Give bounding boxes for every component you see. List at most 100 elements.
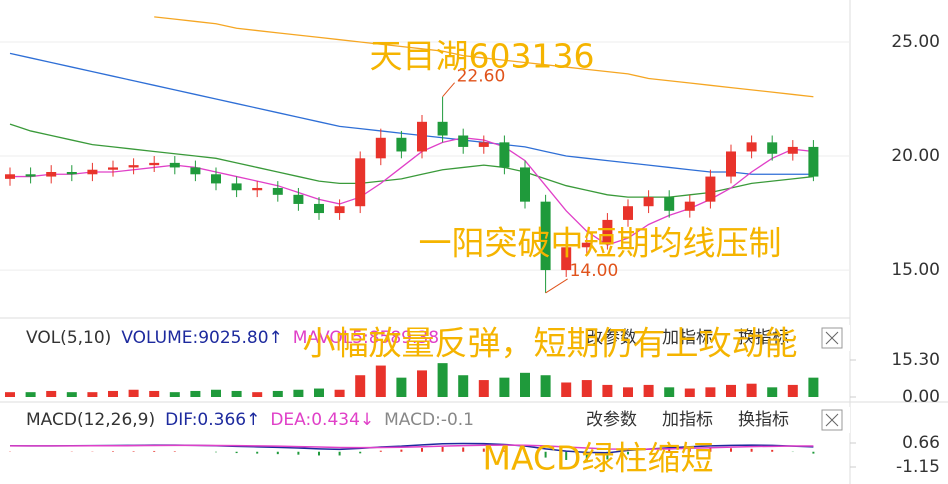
arrow xyxy=(545,278,568,294)
y-tick-label: -1.15 xyxy=(896,457,940,477)
volume-bar xyxy=(314,388,324,397)
volume-bar xyxy=(664,387,675,397)
candle-body xyxy=(767,142,778,154)
candle-body xyxy=(5,174,15,179)
volume-bar xyxy=(561,382,572,397)
volume-bar xyxy=(231,390,242,397)
candle-body xyxy=(293,194,304,204)
volume-bar xyxy=(602,384,613,397)
candle-body xyxy=(272,187,283,195)
y-tick-label: 25.00 xyxy=(891,32,940,52)
volume-bar xyxy=(499,377,510,397)
close-icon xyxy=(825,331,839,345)
overlay-note: MACD绿柱缩短 xyxy=(483,439,714,478)
overlay-title: 天目湖603136 xyxy=(370,37,595,76)
candle-body xyxy=(211,174,221,184)
candle-body xyxy=(375,137,386,159)
candle-body xyxy=(396,137,407,152)
y-tick-label: 0.00 xyxy=(902,387,940,407)
volume-bar xyxy=(581,380,592,397)
volume-bar xyxy=(293,389,304,397)
volume-bar xyxy=(540,375,551,397)
volume-bar xyxy=(46,390,57,397)
candle-body xyxy=(437,121,448,136)
volume-bar xyxy=(623,387,633,397)
indicator-label: MACD(12,26,9) xyxy=(26,410,155,430)
high-label: 22.60 xyxy=(457,67,506,87)
toolbar-button[interactable]: 换指标 xyxy=(738,410,789,430)
candle-body xyxy=(684,201,695,211)
volume-bar xyxy=(705,387,716,397)
overlay-note: 小幅放量反弹，短期仍有上攻动能 xyxy=(303,324,798,363)
ma-line xyxy=(154,16,814,98)
candle-body xyxy=(46,172,57,177)
volume-bar xyxy=(767,387,778,397)
candle-body xyxy=(314,203,324,214)
indicator-label: MAVOL5:8589.38 xyxy=(293,328,439,348)
candle-body xyxy=(231,183,242,191)
volume-bar xyxy=(375,365,386,397)
candle-body xyxy=(602,219,613,243)
candle-body xyxy=(664,197,675,211)
y-tick-label: 15.00 xyxy=(891,260,940,280)
header-bar xyxy=(0,407,850,433)
toolbar-button[interactable]: 改参数 xyxy=(586,410,637,430)
candle-body xyxy=(726,151,736,177)
y-tick-label: 15.30 xyxy=(891,350,940,370)
volume-bar xyxy=(334,389,345,397)
candle-body xyxy=(746,142,757,152)
toolbar-button[interactable]: 换指标 xyxy=(738,328,789,348)
volume-bar xyxy=(149,390,160,397)
volume-bar xyxy=(128,389,139,397)
close-icon xyxy=(825,413,839,427)
overlay-note: 一阳突破中短期均线压制 xyxy=(419,224,782,263)
candle-body xyxy=(355,158,366,207)
candle-body xyxy=(25,174,36,177)
candle-body xyxy=(499,142,510,168)
candle-body xyxy=(417,121,427,152)
volume-bar xyxy=(108,390,118,397)
indicator-label: VOL(5,10) xyxy=(26,328,111,348)
candle-body xyxy=(334,206,345,214)
volume-bar xyxy=(25,392,36,397)
low-label: 14.00 xyxy=(570,261,619,281)
candle-body xyxy=(581,242,592,248)
arrow xyxy=(442,82,455,98)
candle-body xyxy=(169,162,180,168)
candle-body xyxy=(128,165,139,168)
candle-body xyxy=(149,162,160,166)
candle-body xyxy=(540,201,551,271)
volume-bar xyxy=(211,389,221,397)
toolbar-button[interactable]: 加指标 xyxy=(662,328,713,348)
candle-body xyxy=(561,247,572,271)
candle-body xyxy=(643,197,654,207)
volume-bar xyxy=(396,377,407,397)
indicator-label: VOLUME:9025.80↑ xyxy=(121,328,282,348)
volume-bar xyxy=(684,388,695,397)
candle-body xyxy=(478,142,489,147)
volume-bar xyxy=(272,390,283,397)
header-bar xyxy=(0,325,850,351)
volume-bar xyxy=(808,377,819,397)
candle-body xyxy=(87,169,98,175)
volume-bar xyxy=(66,392,77,397)
candle-body xyxy=(190,167,201,175)
volume-bar xyxy=(417,370,427,397)
volume-bar xyxy=(169,392,180,397)
volume-bar xyxy=(190,390,201,397)
ma-line xyxy=(10,137,814,246)
candle-body xyxy=(66,172,77,175)
candle-body xyxy=(787,146,798,154)
volume-bar xyxy=(726,384,736,397)
y-tick-label: 20.00 xyxy=(891,146,940,166)
candle-body xyxy=(705,176,716,202)
ma-line xyxy=(10,444,814,450)
candle-body xyxy=(520,167,530,202)
toolbar-button[interactable]: 加指标 xyxy=(662,410,713,430)
candle-body xyxy=(623,206,633,220)
volume-bar xyxy=(478,380,489,397)
indicator-label: MACD:-0.1 xyxy=(384,410,474,430)
toolbar-button[interactable]: 改参数 xyxy=(586,328,637,348)
ma-line xyxy=(9,123,814,198)
